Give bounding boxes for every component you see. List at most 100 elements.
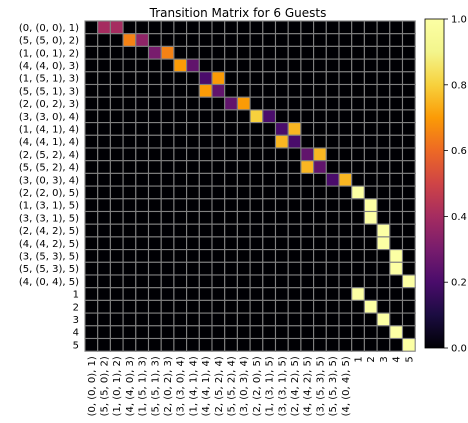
heatmap-cell [351,33,365,47]
heatmap-cell [262,109,277,124]
heatmap-cell [109,122,124,136]
heatmap-cell [363,249,378,263]
heatmap-cell [122,287,137,301]
heatmap-cell [224,198,238,213]
heatmap-cell [313,287,327,301]
heatmap-cell [262,274,277,289]
heatmap-cell [389,287,404,301]
heatmap-cell [287,58,302,73]
heatmap-cell [249,223,264,238]
column-tick-label: (2, (5, 2), 4) [214,356,225,416]
heatmap-cell [211,325,226,340]
heatmap-cell [236,147,251,162]
heatmap-cell [274,287,289,301]
heatmap-cell [97,198,111,213]
heatmap-cell [173,109,188,124]
heatmap-cell [249,236,264,251]
heatmap-cell [224,96,238,111]
heatmap-cell [211,185,226,200]
heatmap-cell [274,198,289,213]
heatmap-cell [236,109,251,124]
heatmap-cell [262,198,277,213]
heatmap-cell [262,312,277,327]
heatmap-cell [351,122,365,136]
heatmap-cell [186,287,200,301]
heatmap-cell [97,147,111,162]
heatmap-cell [262,325,277,340]
heatmap-cell [363,312,378,327]
row-tick-label: 4 [73,328,79,339]
heatmap-cell [363,325,378,340]
heatmap-cell [313,299,327,314]
heatmap-cell [147,33,162,47]
heatmap-cell [363,185,378,200]
column-tick-label: (5, (5, 3), 5) [328,356,339,416]
heatmap-cell [274,45,289,60]
heatmap-cell [325,210,340,225]
heatmap-cell [338,287,353,301]
heatmap-cell [401,172,416,187]
heatmap-cell [236,312,251,327]
heatmap-cell [186,20,200,35]
colorbar-tick-label: 0.6 [451,146,467,157]
heatmap-cell [325,198,340,213]
heatmap-cell [313,147,327,162]
heatmap-cell [173,312,188,327]
heatmap-cell [313,210,327,225]
heatmap-cell [262,160,277,174]
heatmap-cell [224,160,238,174]
heatmap-cell [363,236,378,251]
heatmap-cell [224,109,238,124]
heatmap-cell [351,96,365,111]
heatmap-cell [262,185,277,200]
heatmap-cell [313,20,327,35]
heatmap-cell [363,172,378,187]
heatmap-cell [109,287,124,301]
heatmap-cell [300,33,315,47]
heatmap-cell [376,45,391,60]
heatmap-cell [84,109,99,124]
heatmap-cell [325,122,340,136]
heatmap-cell [287,198,302,213]
heatmap-cell [135,58,150,73]
heatmap-cell [313,185,327,200]
heatmap-cell [389,134,404,149]
heatmap-plot-area [84,20,416,352]
heatmap-cell [122,249,137,263]
heatmap-cell [84,147,99,162]
heatmap-cell [211,249,226,263]
heatmap-cell [97,325,111,340]
heatmap-cell [287,122,302,136]
heatmap-cell [236,58,251,73]
heatmap-cell [389,20,404,35]
heatmap-cell [376,33,391,47]
row-tick-label: (2, (0, 2), 3) [19,99,79,110]
heatmap-cell [249,71,264,86]
column-tick-label: (0, (0, 0), 1) [87,356,98,416]
heatmap-cell [160,147,175,162]
heatmap-cell [122,210,137,225]
heatmap-cell [274,147,289,162]
heatmap-cell [122,185,137,200]
heatmap-cell [84,223,99,238]
heatmap-cell [313,96,327,111]
heatmap-cell [274,160,289,174]
heatmap-cell [313,122,327,136]
heatmap-cell [198,20,213,35]
heatmap-cell [135,20,150,35]
heatmap-cell [274,299,289,314]
heatmap-cell [300,147,315,162]
heatmap-cell [173,134,188,149]
colorbar-gradient [424,18,445,349]
heatmap-cell [389,337,404,352]
heatmap-cell [401,45,416,60]
heatmap-cell [97,337,111,352]
heatmap-cell [389,160,404,174]
heatmap-cell [351,172,365,187]
heatmap-cell [376,20,391,35]
heatmap-cell [147,210,162,225]
heatmap-cell [351,147,365,162]
heatmap-cell [401,96,416,111]
heatmap-cell [300,58,315,73]
heatmap-cell [376,261,391,276]
